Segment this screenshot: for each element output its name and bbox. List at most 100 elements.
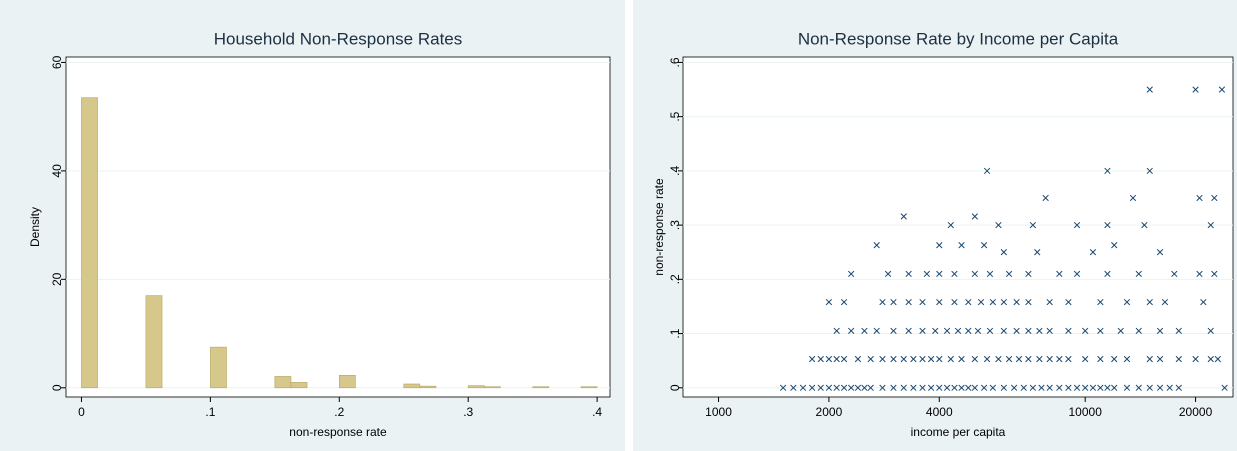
- scatter-point: [1207, 221, 1214, 229]
- scatter-point: [1166, 384, 1173, 391]
- scatter-point: [1111, 355, 1118, 363]
- scatter-point: [977, 298, 985, 306]
- scatter-point: [1156, 384, 1164, 391]
- scatter-point: [1073, 384, 1081, 391]
- scatter-point: [900, 384, 907, 391]
- scatter-point: [927, 355, 935, 363]
- scatter-point: [919, 384, 926, 391]
- x-axis-label: income per capita: [911, 425, 1006, 439]
- scatter-point: [1097, 298, 1104, 306]
- x-tick-label: .2: [334, 405, 344, 419]
- scatter-point: [879, 355, 886, 363]
- scatter-point: [1056, 355, 1063, 363]
- scatter-point: [1073, 221, 1081, 229]
- scatter-point: [1005, 270, 1013, 278]
- scatter-point: [1005, 355, 1013, 363]
- y-tick-label: .3: [668, 220, 682, 230]
- scatter-point: [905, 270, 912, 278]
- scatter-point: [879, 384, 886, 391]
- scatter-point: [861, 327, 868, 334]
- x-tick-label: 0: [78, 405, 85, 419]
- scatter-point: [1013, 298, 1020, 306]
- scatter-point: [1221, 384, 1228, 391]
- scatter-point: [1025, 298, 1032, 306]
- scatter-point: [808, 355, 816, 363]
- scatter-point: [1089, 384, 1097, 391]
- bar: [145, 295, 163, 389]
- scatter-point: [833, 355, 840, 363]
- scatter-point: [1175, 384, 1182, 391]
- scatter-point: [1104, 167, 1111, 175]
- y-tick-label: .5: [668, 111, 682, 121]
- scatter-point: [1020, 384, 1027, 391]
- scatter-point: [1146, 298, 1153, 306]
- scatter-point: [833, 327, 840, 334]
- scatter-point: [825, 355, 833, 363]
- scatter-point: [971, 355, 978, 363]
- scatter-point: [1214, 355, 1221, 363]
- scatter-point: [833, 384, 840, 391]
- scatter-point: [1056, 384, 1063, 391]
- scatter-point: [825, 384, 833, 391]
- scatter-point: [1192, 355, 1199, 363]
- scatter-point: [1000, 327, 1008, 334]
- scatter-point: [1065, 384, 1072, 391]
- scatter-point: [1025, 327, 1032, 334]
- y-tick-label: .1: [668, 328, 682, 338]
- scatter-point: [1117, 327, 1124, 334]
- chart-title: Household Non-Response Rates: [214, 29, 463, 48]
- scatter-point: [905, 327, 912, 334]
- scatter-point: [1000, 249, 1008, 256]
- y-axis-label: Density: [28, 207, 42, 247]
- scatter-point: [840, 384, 848, 391]
- scatter-point: [1097, 327, 1104, 334]
- scatter-point: [958, 384, 965, 391]
- scatter-point: [1156, 327, 1164, 334]
- scatter-point: [1156, 355, 1164, 363]
- scatter-point: [965, 384, 972, 391]
- scatter-point: [958, 355, 965, 363]
- scatter-point: [1135, 384, 1142, 391]
- bar: [81, 97, 98, 389]
- scatter-point: [1036, 327, 1043, 334]
- scatter-point: [1036, 355, 1043, 363]
- scatter-point: [1042, 194, 1049, 202]
- scatter-point: [884, 270, 892, 278]
- scatter-point: [825, 298, 833, 306]
- scatter-point: [983, 167, 991, 175]
- scatter-point: [1135, 327, 1142, 334]
- scatter-point: [867, 355, 874, 363]
- scatter-point: [1065, 298, 1072, 306]
- scatter-point: [848, 327, 855, 334]
- bar: [467, 385, 485, 389]
- scatter-point: [1038, 384, 1045, 391]
- scatter-point: [1046, 298, 1053, 306]
- y-tick-label: 60: [50, 55, 64, 69]
- scatter-point: [1015, 355, 1023, 363]
- scatter-point: [1207, 327, 1214, 334]
- bar: [484, 386, 501, 389]
- y-tick-label: .4: [668, 166, 682, 176]
- scatter-point: [919, 327, 926, 334]
- scatter-point: [1000, 384, 1008, 391]
- scatter-point: [873, 327, 880, 334]
- scatter-point: [1029, 221, 1037, 229]
- x-tick-label: 4000: [926, 405, 953, 419]
- scatter-point: [840, 355, 848, 363]
- scatter-point: [1192, 86, 1199, 93]
- scatter-point: [971, 213, 978, 220]
- scatter-point: [1196, 270, 1203, 278]
- scatter-point: [1111, 242, 1118, 249]
- y-tick-label: 0: [50, 384, 64, 391]
- scatter-point: [927, 384, 935, 391]
- scatter-point: [1196, 194, 1203, 202]
- x-tick-label: .3: [463, 405, 473, 419]
- scatter-point: [1207, 355, 1214, 363]
- scatter-point: [1010, 384, 1018, 391]
- scatter-point: [848, 384, 855, 391]
- scatter-point: [980, 242, 988, 249]
- scatter-point: [919, 298, 926, 306]
- scatter-point: [995, 355, 1002, 363]
- scatter-point: [817, 384, 824, 391]
- scatter-point: [1175, 327, 1182, 334]
